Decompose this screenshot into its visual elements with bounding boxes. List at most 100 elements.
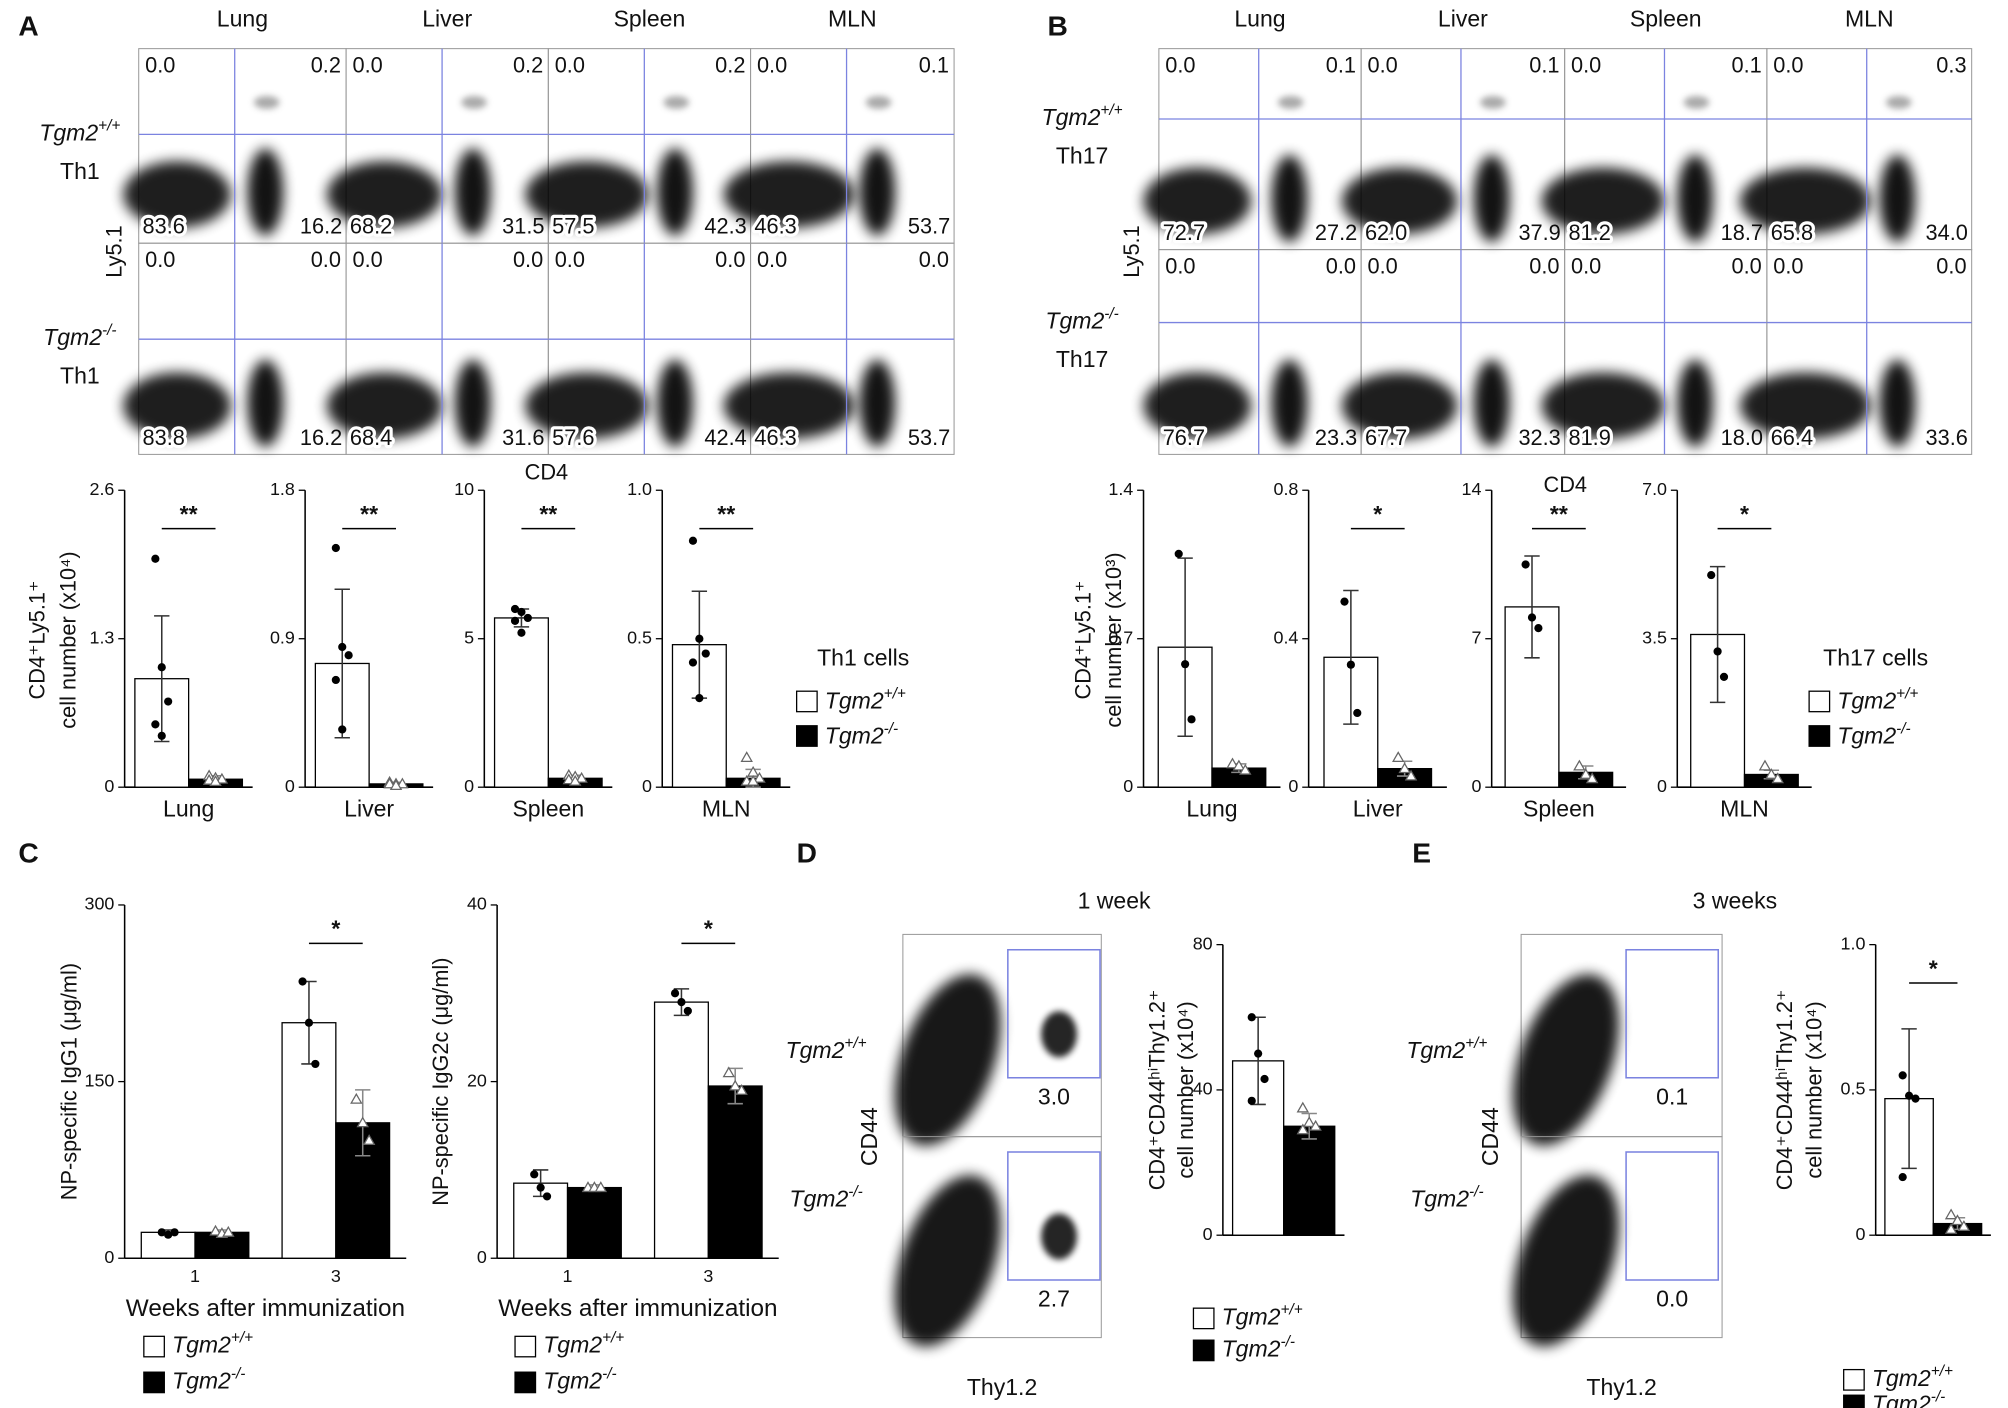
quadrant-value: 66.4 [1771,425,1813,450]
row-genotype: Tgm2+/+ [1406,1035,1487,1064]
quadrant-value: 0.3 [1936,52,1966,77]
quadrant-value: 0.0 [715,247,745,272]
bar [1283,1125,1336,1236]
data-point [1254,1049,1263,1058]
x-tick-label: Lung [163,795,214,821]
legend-label: Tgm2+/+ [1222,1301,1303,1330]
data-point [157,731,166,740]
cell-cloud [1683,96,1710,109]
quadrant-value: 0.2 [715,52,745,77]
data-point [1944,1222,1958,1234]
error-bar [1524,555,1540,659]
x-tick-label: Liver [1353,795,1403,821]
row-cell: Th1 [60,158,100,184]
cell-cloud [1885,96,1912,109]
legend-label: Tgm2+/+ [825,685,906,714]
quadrant-value: 0.0 [1571,52,1601,77]
cell-cloud [1473,154,1510,242]
cell-cloud [1740,372,1871,440]
quadrant-value: 16.2 [300,214,342,239]
y-tick-label: 10 [454,479,474,499]
cell-cloud [1277,96,1304,109]
quadrant-value: 68.4 [350,425,392,450]
x-axis-title: Weeks after immunization [498,1295,777,1322]
data-point [575,771,588,783]
quadrant-value: 81.2 [1568,220,1610,245]
data-point [311,1059,320,1069]
row-cell: Th17 [1056,346,1109,372]
y-tick-label: 0.7 [1108,627,1133,647]
data-point [209,1224,222,1236]
data-point [1353,708,1362,718]
x-tick-label: Spleen [512,795,584,821]
y-tick-label: 0 [1855,1224,1865,1244]
quadrant-value: 0.0 [1368,52,1398,77]
data-point [1346,660,1355,669]
plot-frame [1766,249,1973,455]
y-tick-label: 40 [467,894,487,914]
significance-label: ** [1550,501,1568,527]
quadrant-value: 0.0 [1165,253,1195,278]
y-tick-label: 0 [1288,776,1298,796]
data-point [1771,772,1784,784]
data-point [722,1066,736,1078]
data-point [304,1018,314,1027]
cell-cloud [123,161,231,228]
cell-cloud [894,1175,1001,1347]
y-tick-label: 0 [1123,776,1133,796]
data-point [562,773,576,785]
data-point [350,1092,363,1104]
quadrant-value: 53.7 [908,425,950,450]
y-tick-label: 2.6 [89,479,114,499]
cell-cloud [1473,359,1510,447]
data-point [1944,1208,1958,1220]
x-axis-label: CD4 [525,459,569,484]
y-tick-label: 0 [464,776,474,796]
y-tick-label: 0 [285,776,295,796]
data-point [338,725,347,734]
data-point [683,1006,692,1016]
error-bar [154,615,170,743]
data-point [677,998,686,1007]
data-point [383,777,396,789]
cell-cloud [461,96,487,109]
quadrant-value: 16.2 [300,425,342,450]
significance-label: ** [539,501,557,527]
cell-cloud [663,96,690,109]
row-cell: Th1 [60,363,100,389]
data-point [331,543,340,553]
data-point [209,775,222,786]
quadrant-value: 0.0 [1773,52,1803,77]
data-point [735,1084,748,1095]
data-point [530,1170,539,1179]
quadrant-value: 18.7 [1721,220,1763,245]
data-point [1232,759,1246,771]
y-axis-title: CD4⁺CD44ʰⁱThy1.2⁺ [1145,990,1170,1191]
gate [1625,1151,1720,1281]
cell-cloud [326,372,443,440]
data-point [344,651,353,660]
error-bar [334,588,350,739]
y-tick-label: 150 [85,1070,115,1090]
bar [707,1085,763,1259]
y-axis-title: cell number (x10⁴) [55,551,80,728]
data-point [1898,1071,1907,1080]
y-tick-label: 40 [1193,1079,1213,1099]
data-point [157,1228,166,1237]
quadrant-value: 0.0 [919,247,949,272]
data-point [338,642,347,652]
quadrant-value: 76.7 [1163,425,1205,450]
y-tick-label: 0.8 [1273,479,1298,499]
data-point [164,697,173,706]
panel-title: 1 week [1078,887,1151,913]
panel-label: C [18,837,38,868]
panel-label: D [797,837,817,868]
x-tick-label: Liver [344,795,394,821]
significance-label: ** [360,501,378,527]
cell-cloud [1143,372,1252,440]
cell-cloud [1541,372,1665,440]
data-point [1187,715,1196,724]
quadrant-value: 34.0 [1925,220,1967,245]
cell-cloud [1271,359,1308,447]
data-point [517,628,526,637]
